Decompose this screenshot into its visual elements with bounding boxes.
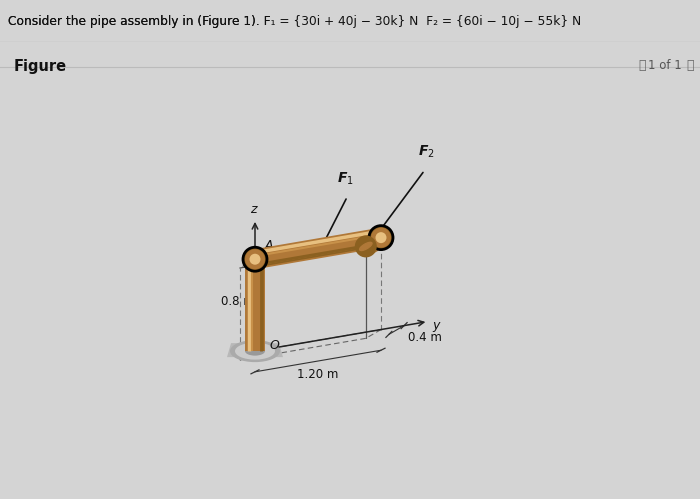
Text: F$_2$: F$_2$ bbox=[418, 144, 435, 160]
Circle shape bbox=[245, 249, 265, 269]
Circle shape bbox=[375, 232, 386, 243]
Text: 1 of 1: 1 of 1 bbox=[648, 59, 682, 72]
Polygon shape bbox=[253, 228, 383, 269]
Text: x: x bbox=[258, 341, 265, 354]
Polygon shape bbox=[245, 259, 265, 351]
Polygon shape bbox=[227, 343, 283, 357]
Circle shape bbox=[249, 253, 260, 264]
Ellipse shape bbox=[360, 243, 372, 250]
Text: 〈: 〈 bbox=[638, 59, 645, 72]
Text: A: A bbox=[265, 239, 274, 251]
Circle shape bbox=[371, 228, 391, 248]
Text: z: z bbox=[250, 203, 256, 216]
Text: F$_1$: F$_1$ bbox=[337, 170, 354, 187]
Text: Consider the pipe assembly in (Figure 1). F: Consider the pipe assembly in (Figure 1)… bbox=[8, 14, 271, 28]
Text: y: y bbox=[433, 319, 440, 332]
Text: 〉: 〉 bbox=[686, 59, 694, 72]
Text: Consider the pipe assembly in (Figure 1). F₁ = {30i + 40j − 30k} N  F₂ = {60i − : Consider the pipe assembly in (Figure 1)… bbox=[8, 14, 581, 28]
Ellipse shape bbox=[245, 347, 265, 356]
Polygon shape bbox=[360, 229, 386, 255]
Ellipse shape bbox=[230, 340, 280, 362]
Circle shape bbox=[242, 247, 267, 272]
Circle shape bbox=[355, 236, 377, 257]
Text: Figure: Figure bbox=[14, 59, 67, 74]
Ellipse shape bbox=[358, 241, 374, 252]
Ellipse shape bbox=[235, 343, 275, 360]
Text: 0.4 m: 0.4 m bbox=[407, 331, 442, 344]
Circle shape bbox=[368, 225, 393, 250]
Text: 1.20 m: 1.20 m bbox=[298, 368, 339, 381]
Text: O: O bbox=[269, 339, 279, 352]
Text: 0.8 m: 0.8 m bbox=[221, 295, 255, 308]
